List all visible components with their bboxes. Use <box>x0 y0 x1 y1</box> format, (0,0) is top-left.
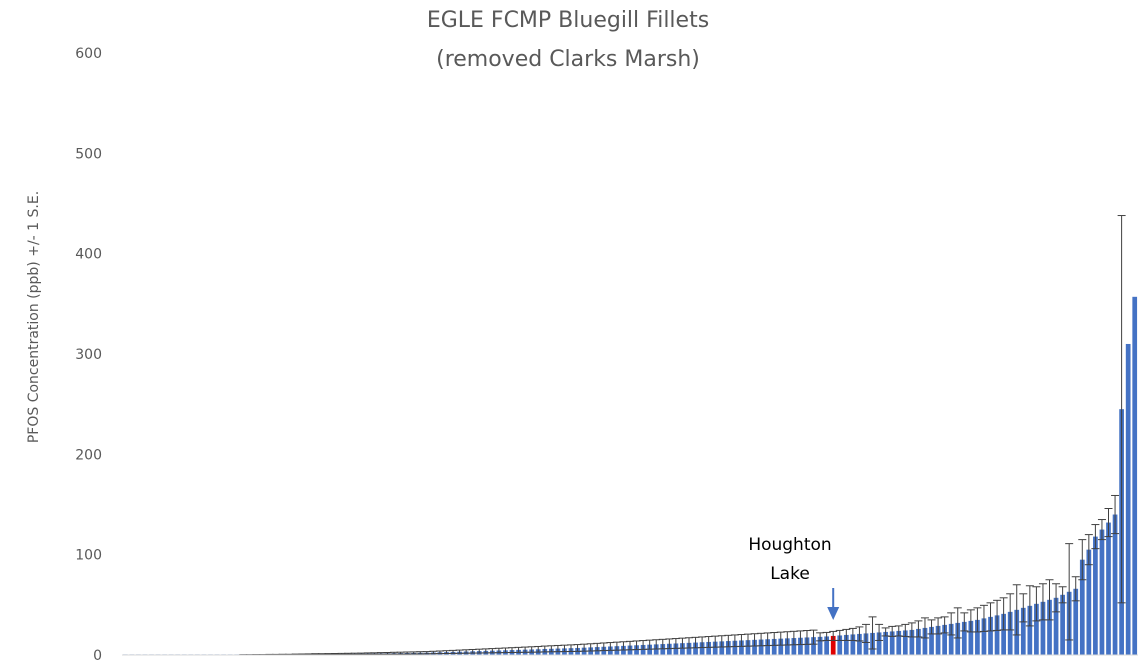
y-tick-label: 600 <box>75 46 102 62</box>
bar <box>1060 594 1065 655</box>
bar <box>830 635 836 655</box>
annotation-line-1: Houghton <box>748 535 831 555</box>
bar <box>857 633 862 655</box>
bar <box>975 619 980 655</box>
y-tick-label: 200 <box>75 447 102 463</box>
chart-title-line-1: EGLE FCMP Bluegill Fillets <box>427 8 709 33</box>
bar <box>660 644 666 655</box>
bar <box>1020 607 1026 655</box>
bar <box>863 633 869 655</box>
bar <box>876 632 882 655</box>
bar <box>988 616 993 655</box>
chart-title-line-2: (removed Clarks Marsh) <box>436 47 700 72</box>
bar <box>1047 599 1052 655</box>
bar <box>824 636 830 655</box>
bar <box>1027 605 1033 655</box>
bar <box>791 638 797 655</box>
y-tick-label: 100 <box>75 548 102 564</box>
bar <box>1053 597 1059 655</box>
bar <box>909 629 915 655</box>
y-tick-label: 300 <box>75 347 102 363</box>
bar <box>699 642 705 655</box>
bar <box>1086 549 1092 655</box>
bar <box>811 637 816 655</box>
houghton-lake-annotation: Houghton Lake <box>748 535 840 620</box>
bar <box>1034 603 1039 655</box>
bar <box>745 640 751 655</box>
bar <box>902 630 908 655</box>
y-tick-label: 400 <box>75 247 102 263</box>
bar <box>647 644 653 655</box>
bar <box>778 638 784 655</box>
bar <box>1040 601 1046 655</box>
bar <box>739 640 744 655</box>
bar-series <box>122 296 1138 655</box>
bar <box>1106 522 1111 655</box>
bar <box>994 615 1000 655</box>
bar <box>627 645 633 655</box>
y-tick-label: 500 <box>75 146 102 162</box>
bar <box>1132 296 1138 655</box>
y-tick-label: 0 <box>93 648 102 664</box>
bar <box>719 641 725 655</box>
bar <box>673 643 679 655</box>
bar <box>929 626 934 655</box>
bar <box>732 640 738 655</box>
bar <box>640 644 646 655</box>
bar <box>666 643 672 655</box>
bar <box>942 624 947 655</box>
bar <box>843 634 849 655</box>
y-axis: 0 100 200 300 400 500 600 <box>75 46 102 664</box>
bar <box>896 630 902 655</box>
bar <box>955 622 961 655</box>
bar <box>680 643 685 655</box>
bar <box>948 623 954 655</box>
y-axis-label: PFOS Concentration (ppb) +/- 1 S.E. <box>26 191 42 443</box>
bar <box>1073 588 1079 655</box>
bar <box>883 631 888 655</box>
annotation-arrow-head <box>827 607 840 620</box>
bar <box>837 635 843 655</box>
bar <box>1079 559 1085 655</box>
bar <box>1001 613 1006 655</box>
error-bar-series <box>239 215 1126 656</box>
bar <box>889 631 895 655</box>
bar <box>725 641 731 655</box>
bar <box>706 641 712 655</box>
bar <box>804 637 810 655</box>
bar <box>712 641 718 655</box>
bar <box>981 618 987 655</box>
annotation-line-2: Lake <box>770 564 810 584</box>
bar <box>1125 343 1131 655</box>
bar <box>922 627 928 655</box>
bar <box>693 642 698 655</box>
bar <box>1099 529 1105 655</box>
bar <box>1112 514 1118 655</box>
bar <box>1007 611 1013 655</box>
bar <box>771 638 777 655</box>
bar <box>765 639 771 655</box>
bar <box>1093 536 1098 655</box>
bar <box>935 625 941 655</box>
bar <box>784 638 790 655</box>
bar <box>686 642 692 655</box>
bar <box>634 645 639 655</box>
bar <box>961 621 967 655</box>
bar <box>916 628 921 655</box>
bar <box>758 639 764 655</box>
bar <box>850 634 856 655</box>
bar <box>798 637 803 655</box>
bar <box>817 636 823 655</box>
bar <box>653 644 659 655</box>
bar <box>752 639 757 655</box>
bar <box>968 620 974 655</box>
